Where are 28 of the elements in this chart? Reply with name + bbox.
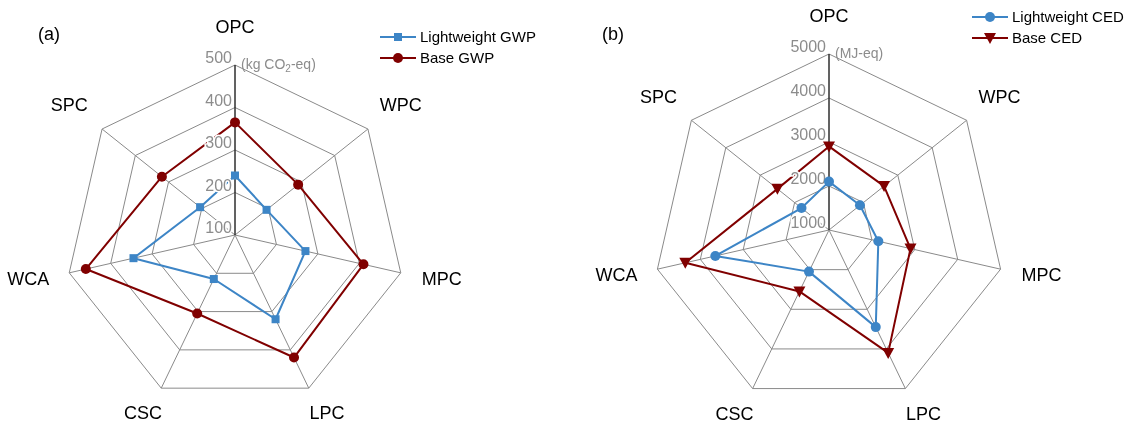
spoke-label: WPC [379, 95, 422, 116]
spoke-label: OPC [215, 17, 255, 37]
y-tick-label: 300 [205, 134, 233, 151]
spoke-label: OPC [809, 6, 849, 26]
y-tick-label: 400 [205, 91, 233, 109]
spoke-label: MPC [1021, 265, 1062, 286]
spoke-label: WPC [978, 86, 1021, 107]
legend-label: Base GWP [420, 48, 495, 68]
spoke-label: CSC [124, 403, 163, 424]
spoke-label: LPC [906, 403, 942, 424]
spoke-label: WCA [7, 269, 50, 290]
legend-label: Lightweight GWP [420, 27, 536, 47]
y-tick-label: 5000 [790, 38, 827, 55]
spoke-label: LPC [309, 403, 345, 424]
y-tick-label: 3000 [790, 126, 827, 143]
spoke-label: WCA [595, 265, 638, 286]
y-tick-label: 500 [205, 49, 233, 66]
y-tick-label: 4000 [790, 82, 827, 99]
spoke-label: SPC [50, 95, 88, 116]
legend-label: Lightweight CED [1012, 7, 1124, 27]
chart-title: (a) [38, 24, 60, 45]
text: (MJ-eq) [835, 45, 884, 61]
text: (kg CO$_{2}$-eq) [241, 56, 316, 74]
spoke-label: CSC [715, 403, 754, 424]
spoke-label: MPC [421, 269, 462, 290]
text: (b) [602, 24, 624, 45]
legend-label: Base CED [1012, 28, 1083, 48]
spoke-label: SPC [640, 86, 678, 107]
